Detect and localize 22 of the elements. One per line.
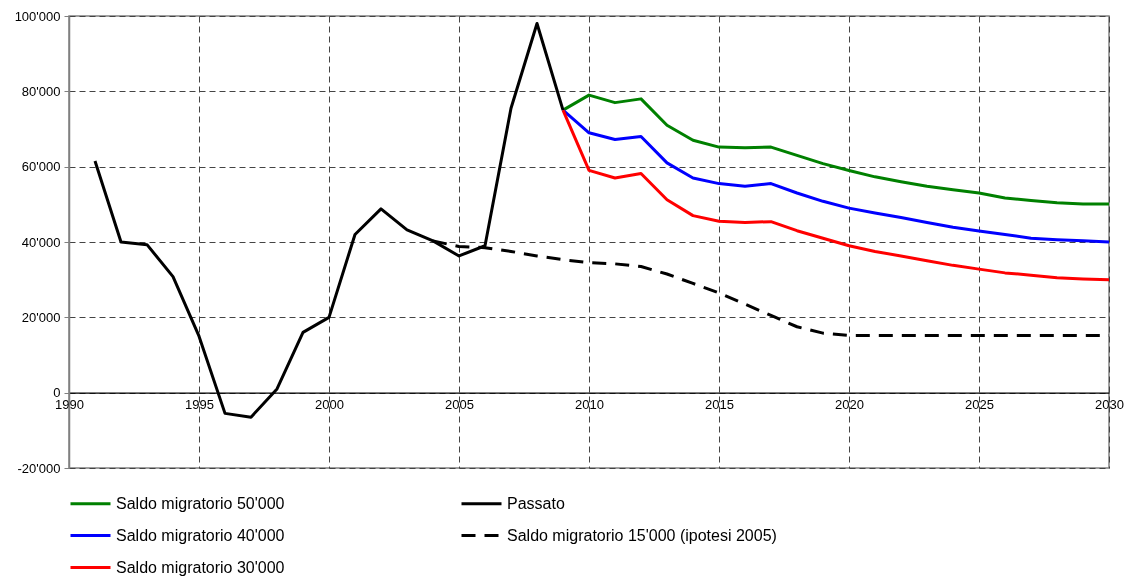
y-tick-label: 80'000 <box>21 83 61 99</box>
y-tick-label: 40'000 <box>21 234 61 250</box>
x-tick-label: 1995 <box>185 397 214 413</box>
legend-label: Saldo migratorio 30'000 <box>116 558 285 576</box>
legend-label: Saldo migratorio 15'000 (ipotesi 2005) <box>507 526 777 544</box>
x-tick-label: 2030 <box>1095 397 1124 413</box>
y-tick-label: 60'000 <box>21 159 61 175</box>
x-tick-label: 2015 <box>705 397 734 413</box>
y-tick-label: 100'000 <box>14 8 61 24</box>
line-series <box>561 108 1111 244</box>
legend-label: Saldo migratorio 50'000 <box>116 494 285 512</box>
legend-label: Passato <box>507 494 565 512</box>
x-tick-label: 2025 <box>965 397 994 413</box>
y-tick-label: 20'000 <box>21 309 61 325</box>
x-tick-label: 2005 <box>445 397 474 413</box>
x-tick-label: 2010 <box>575 397 604 413</box>
line-series <box>561 93 1111 206</box>
line-series <box>561 108 1111 282</box>
legend-label: Saldo migratorio 40'000 <box>116 526 285 544</box>
y-tick-label: -20'000 <box>17 460 61 476</box>
x-tick-label: 2000 <box>315 397 344 413</box>
x-tick-label: 2020 <box>835 397 864 413</box>
